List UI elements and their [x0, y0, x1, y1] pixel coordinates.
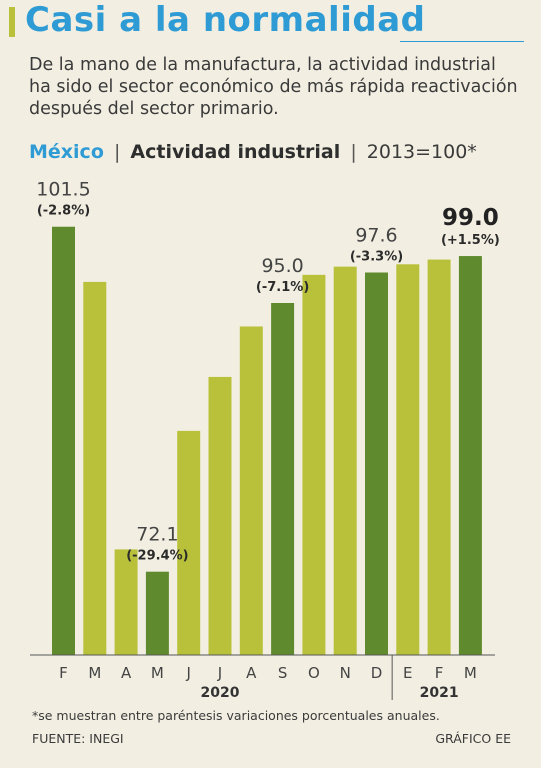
x-tick-label: J	[217, 664, 222, 682]
data-label-change: (-3.3%)	[350, 249, 403, 264]
bar	[239, 326, 263, 655]
x-tick-label: N	[340, 664, 351, 682]
footnote: *se muestran entre paréntesis variacione…	[32, 708, 440, 723]
bar	[396, 264, 420, 655]
chart-base: 2013=100*	[366, 141, 477, 163]
title-accent-bar	[9, 7, 15, 37]
subtitle-line: De la mano de la manufactura, la activid…	[29, 55, 496, 75]
x-tick-label: A	[246, 664, 257, 682]
year-label: 2021	[420, 685, 459, 701]
bar	[145, 571, 169, 655]
bar	[83, 281, 107, 655]
data-label-change: (+1.5%)	[441, 233, 500, 248]
bar	[365, 272, 388, 655]
x-tick-label: F	[435, 664, 444, 682]
x-tick-label: F	[59, 664, 68, 682]
x-tick-label: J	[185, 664, 190, 682]
chart-header-separator: |	[350, 141, 357, 163]
x-tick-label: S	[278, 664, 288, 682]
data-label-value: 95.0	[261, 255, 303, 277]
page-title: Casi a la normalidad	[25, 0, 426, 40]
bar	[177, 430, 201, 655]
bar	[427, 259, 451, 655]
x-tick-label: M	[464, 664, 477, 682]
graphic-credit: GRÁFICO EE	[435, 731, 511, 746]
bar	[114, 549, 138, 655]
x-tick-label: M	[88, 664, 101, 682]
bar	[208, 376, 232, 655]
data-label-value: 101.5	[36, 179, 90, 201]
bar	[271, 303, 295, 655]
bar	[52, 226, 75, 655]
source-note: FUENTE: INEGI	[32, 731, 124, 746]
chart-header: México | Actividad industrial | 2013=100…	[29, 141, 477, 163]
title-rule	[400, 41, 524, 42]
x-tick-label: O	[308, 664, 320, 682]
bar	[333, 266, 357, 655]
data-label-change: (-29.4%)	[126, 549, 188, 564]
data-label-change: (-2.8%)	[37, 204, 90, 219]
subtitle-line: ha sido el sector económico de más rápid…	[29, 77, 518, 97]
data-label-value: 72.1	[136, 524, 178, 546]
subtitle: De la mano de la manufactura, la activid…	[29, 54, 534, 120]
chart-header-separator: |	[113, 141, 121, 163]
data-label-change: (-7.1%)	[256, 280, 309, 295]
data-label-value: 97.6	[355, 224, 397, 246]
year-label: 2020	[201, 685, 240, 701]
subtitle-line: después del sector primario.	[29, 99, 279, 119]
x-tick-label: D	[371, 664, 383, 682]
chart-indicator: Actividad industrial	[130, 141, 341, 163]
bar	[458, 256, 482, 655]
x-tick-label: A	[121, 664, 132, 682]
bar	[302, 274, 326, 655]
data-label-value: 99.0	[442, 205, 499, 231]
chart-country: México	[29, 141, 104, 163]
x-tick-label: E	[403, 664, 412, 682]
x-tick-label: M	[151, 664, 164, 682]
